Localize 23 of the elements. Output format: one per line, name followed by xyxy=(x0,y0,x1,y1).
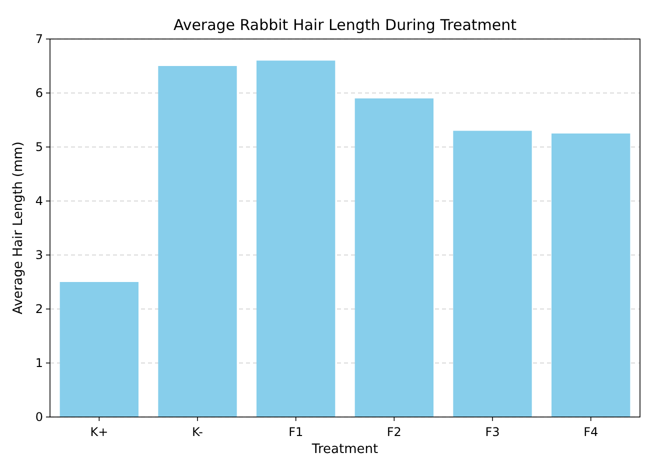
x-tick-label: F3 xyxy=(485,425,500,439)
bar xyxy=(256,60,336,417)
x-tick-label: F2 xyxy=(386,425,402,439)
y-tick-label: 4 xyxy=(35,194,43,208)
y-tick-label: 6 xyxy=(35,86,43,100)
bar xyxy=(552,134,630,417)
x-tick-label: F4 xyxy=(584,425,598,439)
x-tick-label: K- xyxy=(192,425,203,439)
y-tick-label: 1 xyxy=(35,356,43,370)
y-tick-label: 3 xyxy=(35,248,43,262)
y-tick-label: 5 xyxy=(35,140,43,154)
bar xyxy=(158,66,237,417)
x-tick-label: F1 xyxy=(288,425,304,439)
y-tick-label: 7 xyxy=(35,32,43,46)
bar xyxy=(453,130,532,417)
bar xyxy=(354,98,434,417)
y-axis-title: Average Hair Length (mm) xyxy=(11,142,26,314)
bar xyxy=(60,282,138,417)
y-tick-label: 2 xyxy=(35,302,43,316)
x-tick-label: K+ xyxy=(90,425,108,439)
chart-title: Average Rabbit Hair Length During Treatment xyxy=(173,16,517,34)
x-axis-title: Treatment xyxy=(310,442,378,457)
y-tick-label: 0 xyxy=(35,410,43,424)
